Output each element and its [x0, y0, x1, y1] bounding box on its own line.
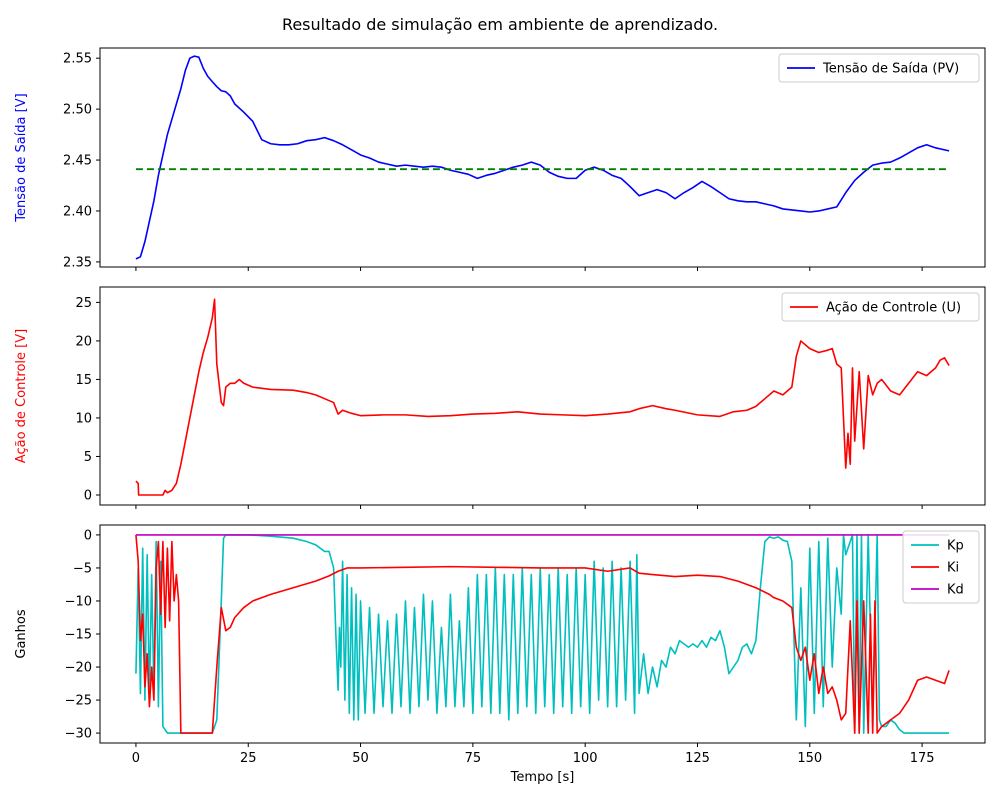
legend-label: Kp: [947, 539, 964, 554]
x-tick-label: 25: [240, 751, 257, 766]
y-tick-label: 0: [84, 528, 92, 543]
y-axis-label: Ganhos: [14, 609, 29, 658]
series-tens-o-de-sa-da-pv: [135, 55, 950, 260]
y-tick-label: −30: [65, 727, 92, 742]
series-a-o-de-controle-u: [135, 298, 950, 496]
legend: Tensão de Saída (PV): [778, 53, 980, 83]
plot-area: [135, 534, 950, 734]
x-tick-label: 150: [797, 751, 822, 766]
subplot-gains: −30 −25 −20 −15 −10 −5 0 0 25 50 75 100 125 150 175 Gan…: [14, 524, 986, 785]
y-tick-label: 2.35: [63, 255, 92, 270]
figure-title: Resultado de simulação em ambiente de ap…: [282, 15, 718, 34]
y-axis-label: Tensão de Saída [V]: [14, 93, 29, 222]
x-tick-label: 0: [132, 751, 140, 766]
y-tick-label: −10: [65, 594, 92, 609]
legend-box: [781, 292, 980, 322]
y-tick-label: 10: [75, 411, 92, 426]
y-tick-label: −15: [65, 628, 92, 643]
plot-area: [135, 298, 950, 496]
x-tick-label: 75: [465, 751, 482, 766]
legend-label: Ki: [947, 561, 959, 576]
y-axis-label: Ação de Controle [V]: [14, 329, 29, 463]
y-tick-label: 15: [75, 373, 92, 388]
y-tick-label: 2.45: [63, 154, 92, 169]
y-tick-label: 2.55: [63, 52, 92, 67]
legend-label: Ação de Controle (U): [826, 301, 961, 316]
axes-frame: [99, 286, 986, 506]
x-tick-label: 175: [910, 751, 935, 766]
x-tick-label: 100: [573, 751, 598, 766]
x-tick-label: 125: [685, 751, 710, 766]
y-tick-label: 20: [75, 334, 92, 349]
y-tick-label: 25: [75, 296, 92, 311]
y-tick-label: −5: [73, 561, 92, 576]
x-axis-label: Tempo [s]: [510, 770, 575, 785]
series-ki: [135, 534, 950, 734]
y-tick-label: −20: [65, 661, 92, 676]
legend: Ação de Controle (U): [781, 292, 980, 322]
legend-label: Tensão de Saída (PV): [822, 62, 959, 77]
x-tick-label: 50: [352, 751, 369, 766]
legend-box: [778, 53, 980, 83]
plot-area: [135, 55, 950, 260]
y-tick-label: 2.50: [63, 103, 92, 118]
y-tick-label: 2.40: [63, 204, 92, 219]
series-kp: [135, 534, 950, 734]
subplot-control-action: 0 5 10 15 20 25 Ação de Controle [V] Ação de Co…: [14, 286, 986, 509]
legend-box: [902, 530, 980, 604]
y-tick-label: 0: [84, 488, 92, 503]
axes-frame: [99, 47, 986, 268]
legend-label: Kd: [947, 583, 964, 598]
subplot-output-voltage: 2.35 2.40 2.45 2.50 2.55 Tensão de Saída [V] T…: [14, 47, 986, 271]
y-tick-label: −25: [65, 694, 92, 709]
y-tick-label: 5: [84, 450, 92, 465]
legend: Kp Ki Kd: [902, 530, 980, 604]
